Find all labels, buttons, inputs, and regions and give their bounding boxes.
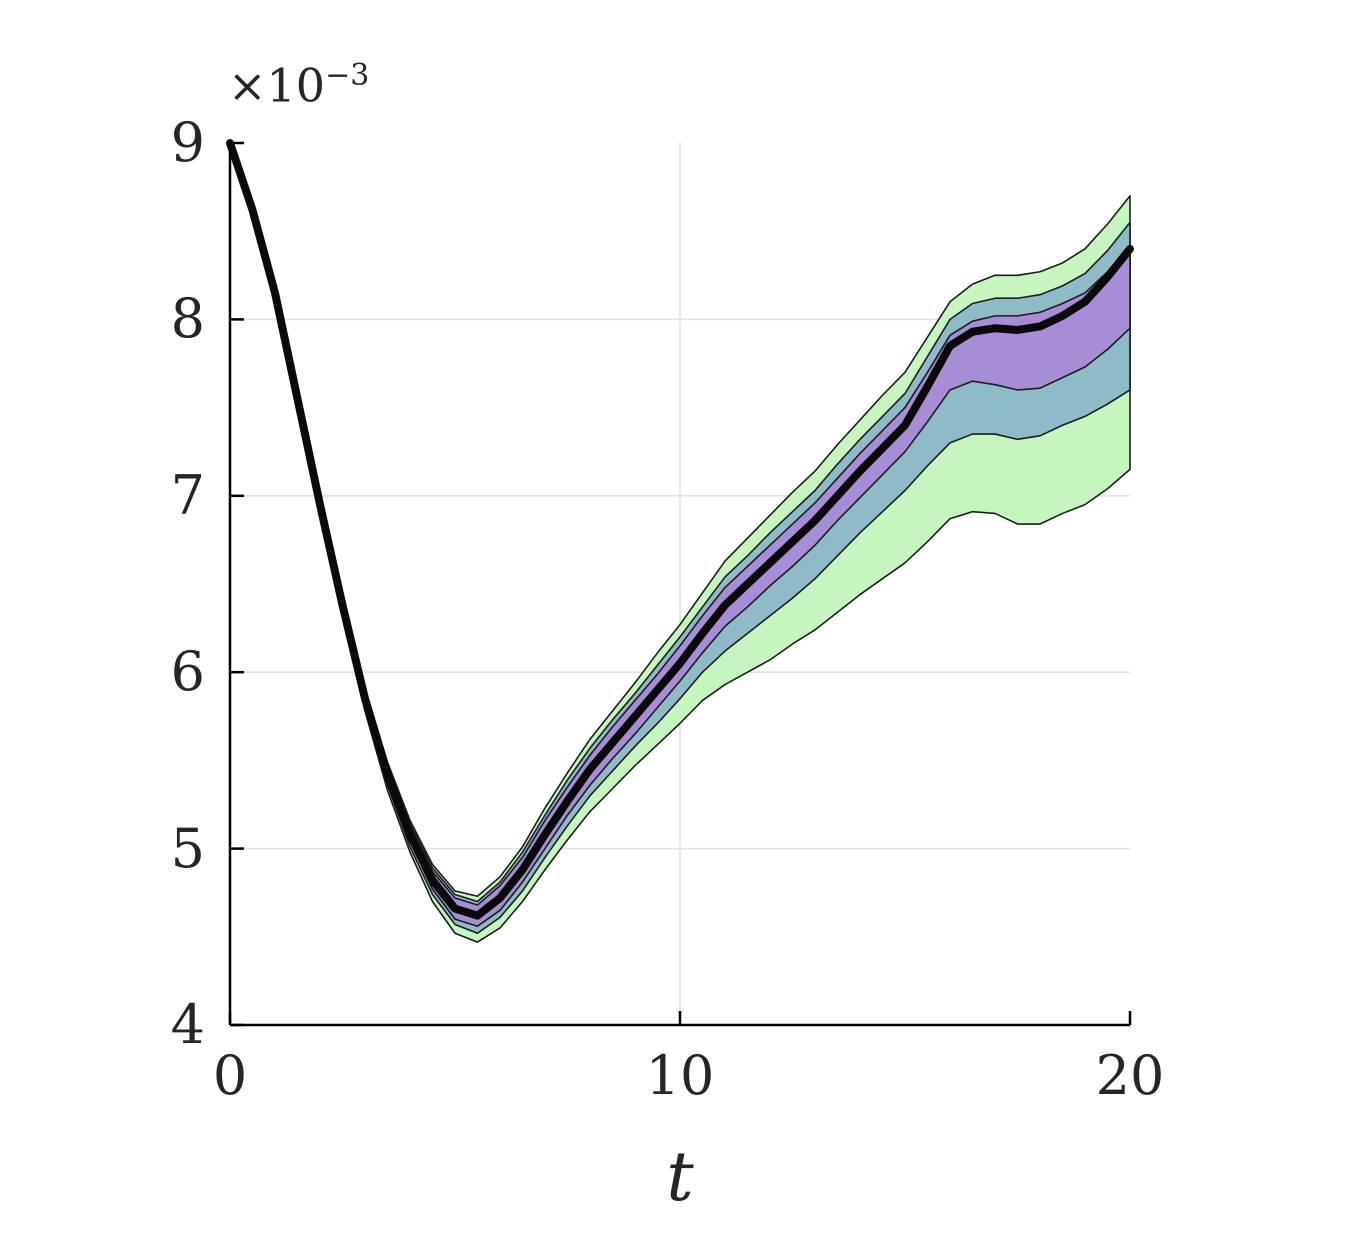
y-tick-8: 8: [170, 287, 205, 350]
y-tick-5: 5: [170, 817, 205, 880]
y-axis-exponent: ×10−3: [228, 58, 369, 112]
y-tick-9: 9: [170, 111, 205, 174]
x-tick-10: 10: [645, 1044, 715, 1107]
y-axis-exponent-power: −3: [325, 58, 370, 93]
y-tick-6: 6: [170, 640, 205, 703]
y-tick-4: 4: [170, 993, 205, 1056]
y-tick-7: 7: [170, 464, 205, 527]
x-tick-0: 0: [212, 1044, 248, 1107]
x-tick-20: 20: [1095, 1044, 1165, 1107]
y-axis-exponent-base: ×10: [228, 58, 326, 113]
x-axis-label: t: [666, 1138, 694, 1217]
